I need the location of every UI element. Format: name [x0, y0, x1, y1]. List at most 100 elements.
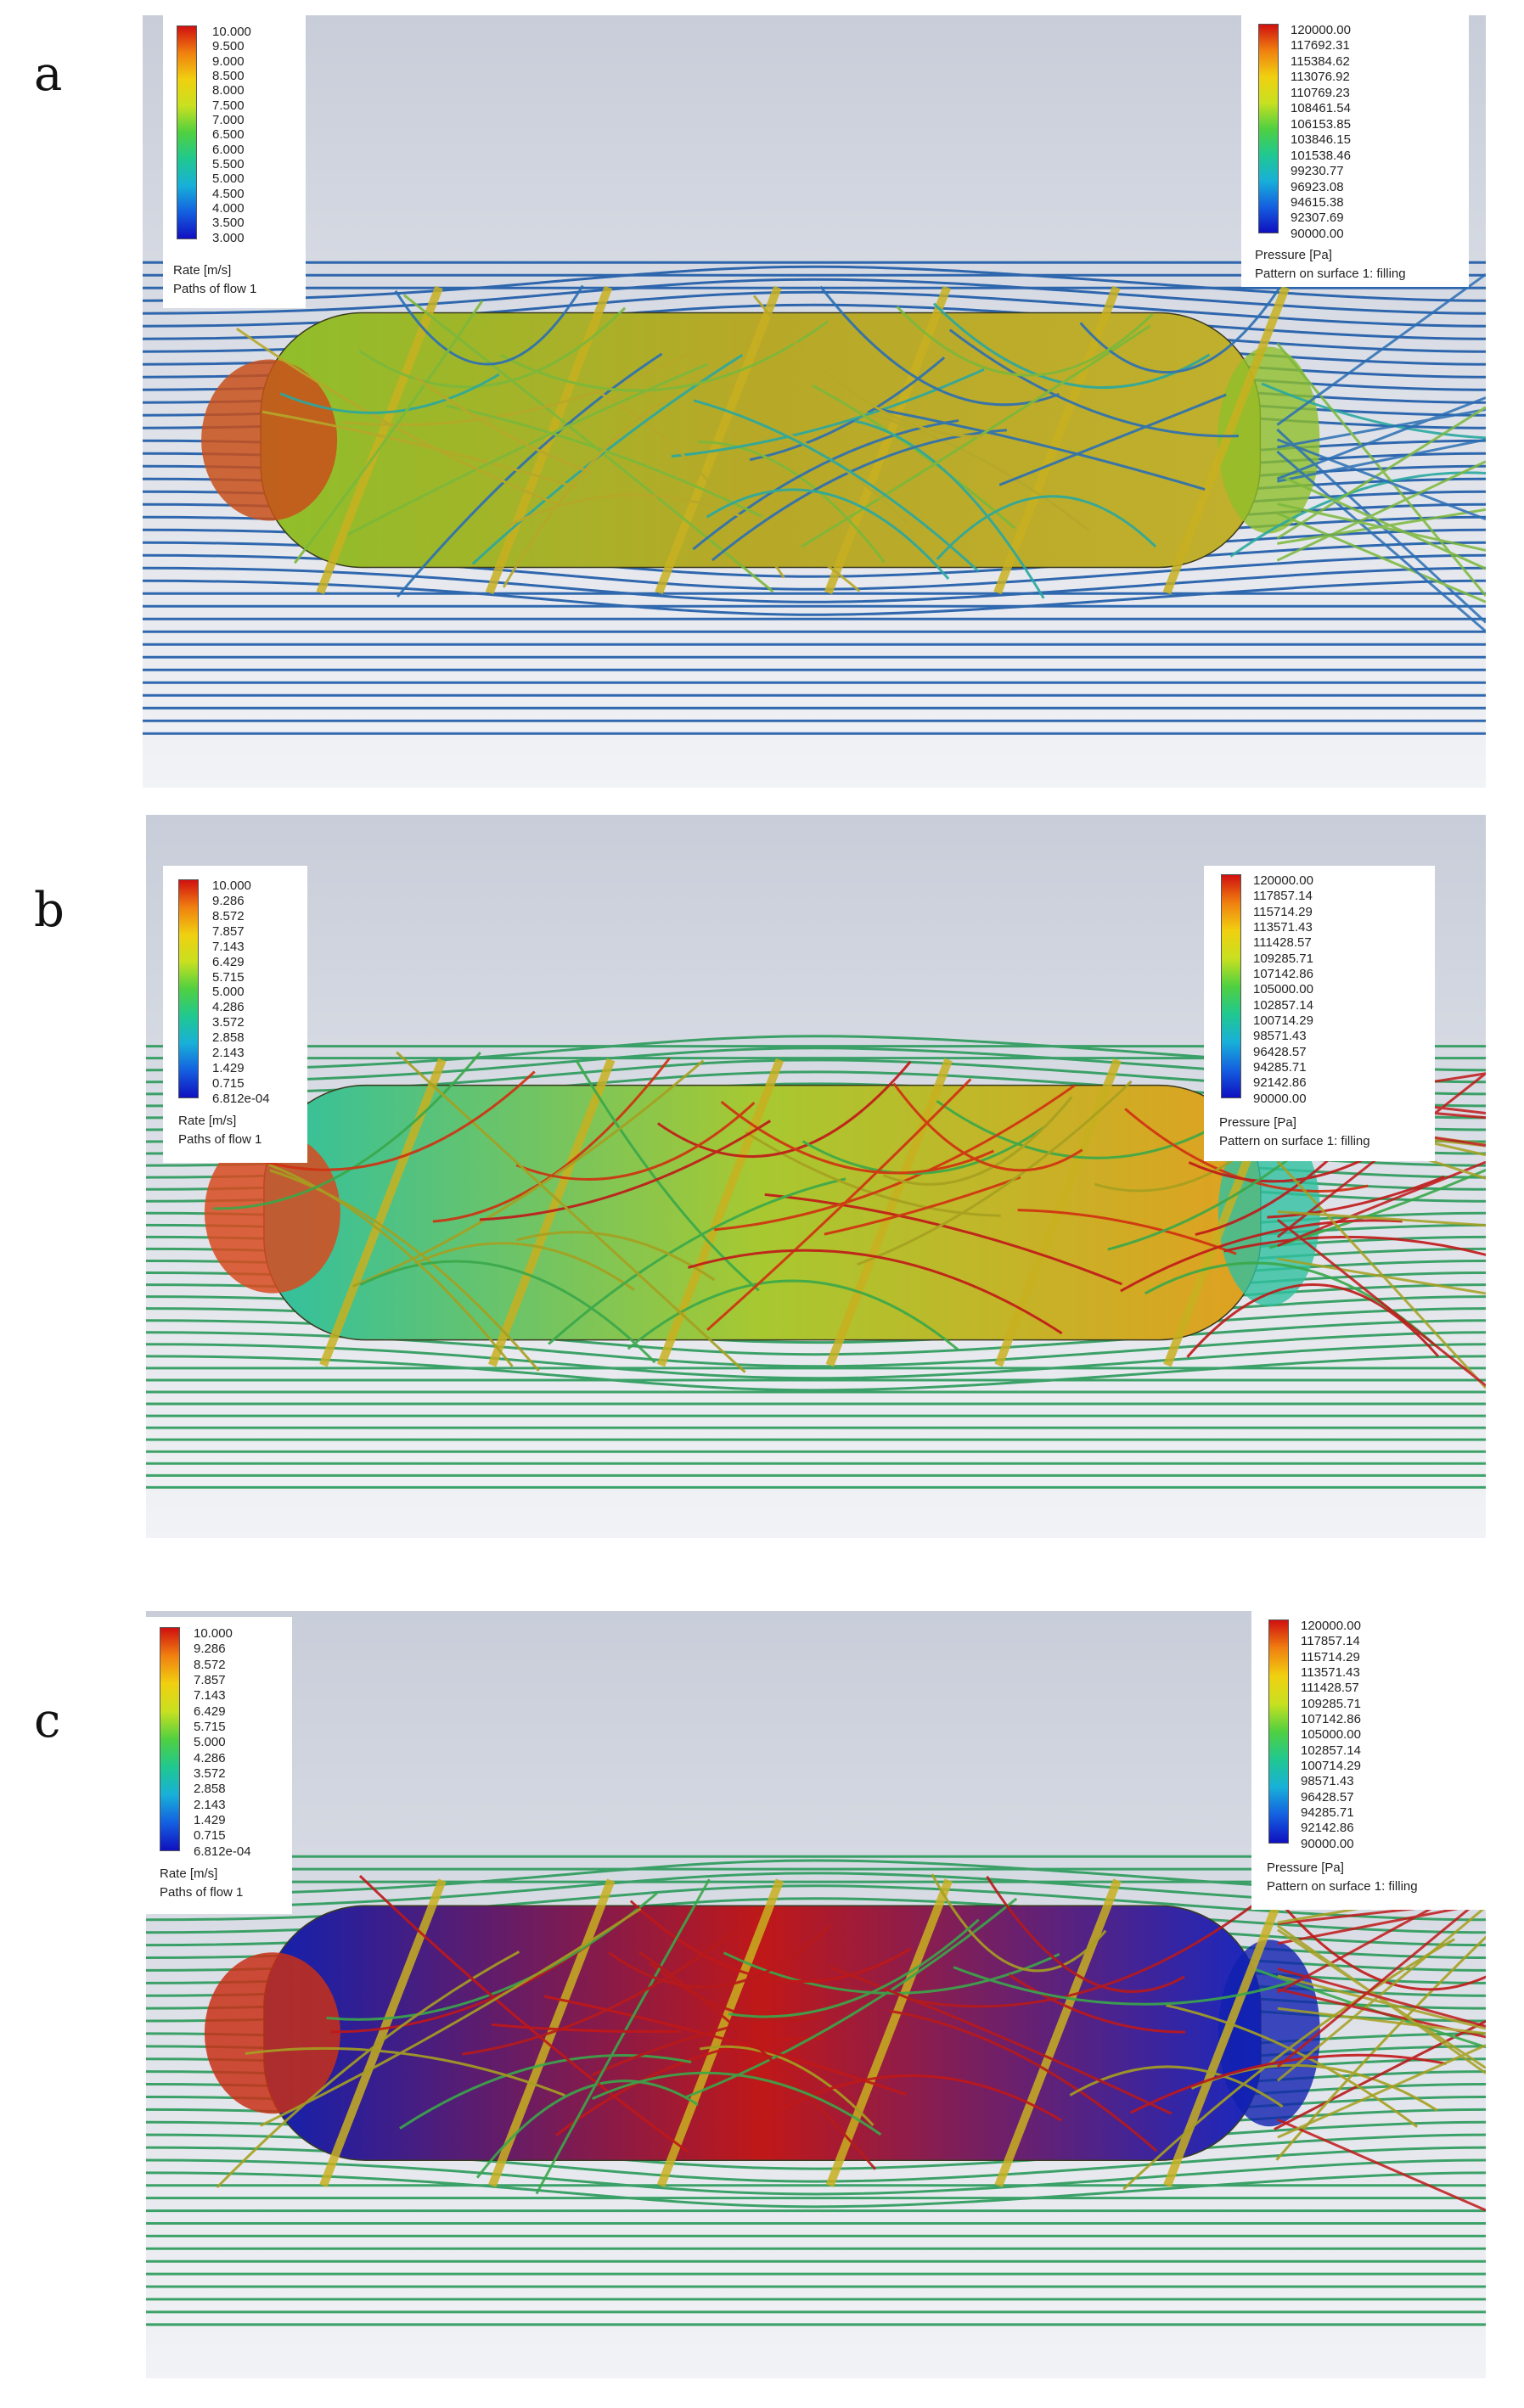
- capsule-body: [201, 312, 1320, 569]
- legend-tick-label: 90000.00: [1291, 226, 1344, 241]
- legend-tick-label: 115384.62: [1291, 53, 1350, 69]
- pressure-legend-b: 120000.00 117857.14 115714.29 113571.43 1114…: [1204, 866, 1435, 1161]
- legend-tick-label: 102857.14: [1253, 997, 1313, 1013]
- legend-tick-label: 3.572: [194, 1766, 226, 1782]
- legend-tick-label: 94285.71: [1301, 1805, 1354, 1821]
- legend-tick-label: 94285.71: [1253, 1060, 1307, 1075]
- rate-colorbar-b: [178, 879, 199, 1098]
- legend-tick-label: 9.286: [212, 893, 245, 908]
- rate-unit-a: Rate [m/s]: [173, 263, 232, 278]
- pressure-unit-c: Pressure [Pa]: [1267, 1861, 1344, 1875]
- panel-label-b: b: [34, 883, 65, 938]
- legend-tick-label: 96428.57: [1253, 1044, 1307, 1059]
- legend-tick-label: 4.000: [212, 201, 245, 216]
- swirl-streamlines: [216, 1872, 1486, 2195]
- pressure-ticks-c: 120000.00 117857.14 115714.29 113571.43 1114…: [1301, 1619, 1361, 1850]
- legend-tick-label: 2.143: [212, 1046, 245, 1061]
- legend-tick-label: 120000.00: [1253, 873, 1313, 888]
- legend-tick-label: 98571.43: [1253, 1029, 1307, 1044]
- legend-tick-label: 117857.14: [1253, 889, 1313, 904]
- legend-tick-label: 117857.14: [1301, 1634, 1360, 1649]
- rate-legend-b: 10.000 9.286 8.572 7.857 7.143 6.429 5.715 5.00…: [163, 866, 307, 1163]
- legend-tick-label: 120000.00: [1301, 1619, 1361, 1633]
- legend-tick-label: 2.143: [194, 1797, 226, 1812]
- capsule-body: [204, 1905, 1320, 2161]
- legend-tick-label: 92307.69: [1291, 210, 1344, 226]
- legend-tick-label: 115714.29: [1253, 904, 1313, 919]
- pressure-legend-c: 120000.00 117857.14 115714.29 113571.43 1114…: [1251, 1611, 1486, 1910]
- legend-tick-label: 10.000: [212, 25, 251, 39]
- legend-tick-label: 9.286: [194, 1642, 226, 1657]
- legend-tick-label: 107142.86: [1253, 967, 1313, 982]
- pressure-ticks-b: 120000.00 117857.14 115714.29 113571.43 1114…: [1253, 874, 1313, 1105]
- legend-tick-label: 5.500: [212, 157, 245, 172]
- pressure-ticks-a: 120000.00 117692.31 115384.62 113076.92 1107…: [1291, 24, 1351, 240]
- legend-tick-label: 4.286: [212, 1000, 245, 1015]
- legend-tick-label: 90000.00: [1253, 1091, 1307, 1106]
- legend-tick-label: 3.500: [212, 216, 245, 231]
- legend-tick-label: 9.500: [212, 39, 245, 54]
- pressure-legend-a: 120000.00 117692.31 115384.62 113076.92 1107…: [1241, 15, 1469, 287]
- legend-tick-label: 109285.71: [1253, 951, 1313, 966]
- panel-label-c: c: [34, 1693, 61, 1748]
- legend-tick-label: 98571.43: [1301, 1774, 1354, 1789]
- legend-tick-label: 5.715: [212, 969, 245, 985]
- legend-tick-label: 5.000: [194, 1735, 226, 1750]
- legend-tick-label: 3.000: [212, 230, 245, 245]
- legend-tick-label: 0.715: [194, 1828, 226, 1844]
- legend-tick-label: 8.572: [212, 908, 245, 923]
- legend-tick-label: 110769.23: [1291, 85, 1350, 100]
- legend-tick-label: 99230.77: [1291, 164, 1344, 179]
- legend-tick-label: 111428.57: [1253, 935, 1312, 951]
- rate-ticks-b: 10.000 9.286 8.572 7.857 7.143 6.429 5.715 5.00…: [212, 879, 270, 1105]
- legend-tick-label: 2.858: [194, 1782, 226, 1797]
- legend-tick-label: 7.857: [212, 923, 245, 939]
- rate-ticks-c: 10.000 9.286 8.572 7.857 7.143 6.429 5.715 5.00…: [194, 1627, 251, 1858]
- legend-tick-label: 3.572: [212, 1015, 245, 1030]
- legend-tick-label: 100714.29: [1301, 1759, 1361, 1774]
- legend-tick-label: 5.715: [194, 1720, 226, 1735]
- legend-tick-label: 102857.14: [1301, 1743, 1361, 1758]
- legend-tick-label: 1.429: [194, 1813, 226, 1828]
- legend-tick-label: 8.572: [194, 1657, 226, 1672]
- rate-legend-c: 10.000 9.286 8.572 7.857 7.143 6.429 5.715 5.00…: [146, 1617, 292, 1914]
- rate-caption-c: Paths of flow 1: [160, 1885, 244, 1900]
- legend-tick-label: 92142.86: [1253, 1075, 1307, 1091]
- legend-tick-label: 117692.31: [1291, 38, 1350, 53]
- legend-tick-label: 90000.00: [1301, 1836, 1354, 1851]
- legend-tick-label: 4.286: [194, 1750, 226, 1765]
- legend-tick-label: 5.000: [212, 985, 245, 1000]
- legend-tick-label: 8.000: [212, 83, 245, 98]
- legend-tick-label: 96923.08: [1291, 179, 1344, 194]
- legend-tick-label: 6.429: [194, 1704, 226, 1719]
- legend-tick-label: 108461.54: [1291, 101, 1351, 116]
- legend-tick-label: 6.000: [212, 142, 245, 157]
- rate-legend-a: 10.000 9.500 9.000 8.500 8.000 7.500 7.000 6.50…: [163, 15, 306, 308]
- legend-tick-label: 92142.86: [1301, 1821, 1354, 1836]
- legend-tick-label: 6.812e-04: [212, 1091, 270, 1106]
- legend-tick-label: 4.500: [212, 186, 245, 201]
- legend-tick-label: 120000.00: [1291, 23, 1351, 37]
- rate-caption-a: Paths of flow 1: [173, 282, 257, 296]
- legend-tick-label: 7.000: [212, 113, 245, 128]
- pressure-unit-b: Pressure [Pa]: [1219, 1115, 1296, 1130]
- pressure-unit-a: Pressure [Pa]: [1255, 248, 1332, 262]
- rate-unit-c: Rate [m/s]: [160, 1866, 218, 1881]
- legend-tick-label: 111428.57: [1301, 1681, 1359, 1696]
- legend-tick-label: 2.858: [212, 1030, 245, 1046]
- legend-tick-label: 10.000: [212, 878, 251, 893]
- legend-tick-label: 9.000: [212, 53, 245, 69]
- legend-tick-label: 7.143: [194, 1688, 226, 1704]
- pressure-caption-a: Pattern on surface 1: filling: [1255, 267, 1406, 281]
- rate-unit-b: Rate [m/s]: [178, 1114, 237, 1128]
- legend-tick-label: 6.429: [212, 954, 245, 969]
- outlet-streamlines: [1276, 1878, 1486, 2212]
- legend-tick-label: 101538.46: [1291, 148, 1351, 163]
- legend-tick-label: 5.000: [212, 171, 245, 187]
- legend-tick-label: 113571.43: [1301, 1665, 1360, 1681]
- legend-tick-label: 1.429: [212, 1061, 245, 1076]
- pressure-colorbar-c: [1268, 1619, 1289, 1844]
- legend-tick-label: 0.715: [212, 1075, 245, 1091]
- legend-tick-label: 100714.29: [1253, 1013, 1313, 1029]
- legend-tick-label: 103846.15: [1291, 132, 1351, 148]
